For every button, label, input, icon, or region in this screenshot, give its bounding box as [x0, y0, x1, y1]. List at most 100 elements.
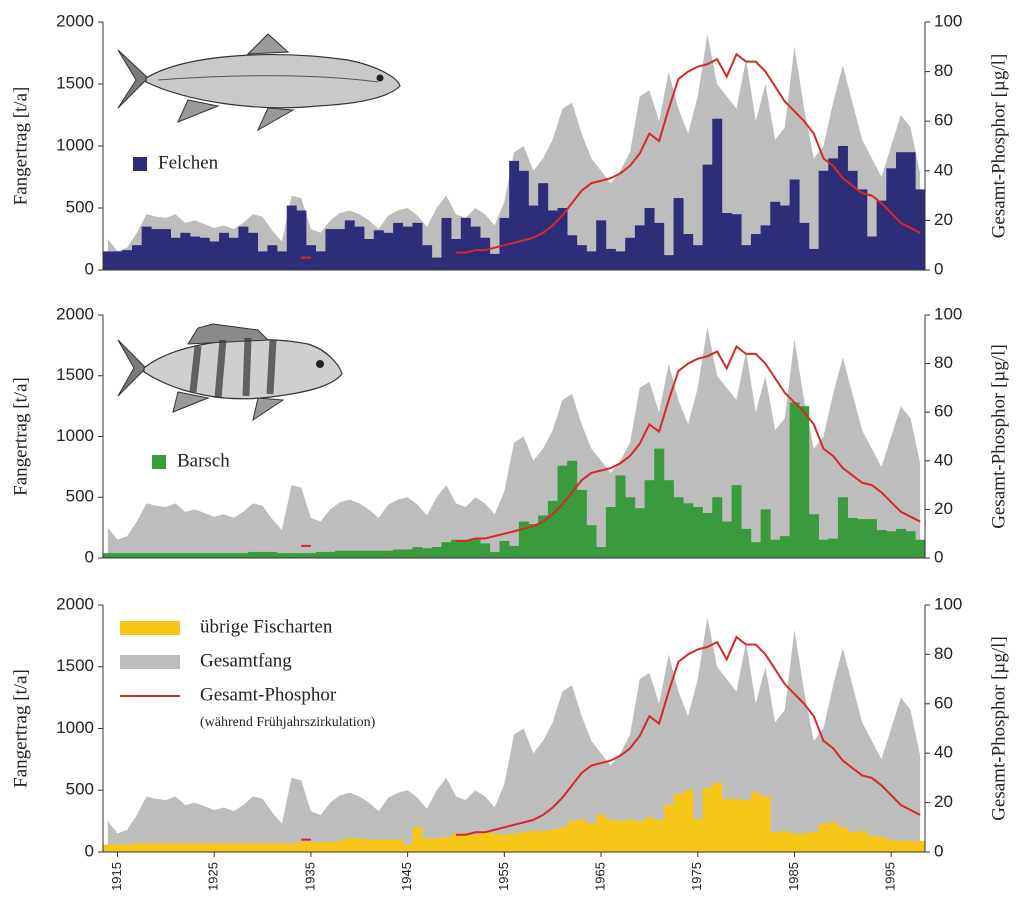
catch-bar [364, 840, 374, 852]
catch-bar [383, 840, 393, 852]
catch-bar [470, 835, 480, 852]
catch-bar [548, 210, 558, 270]
y-tick-label: 500 [66, 197, 94, 216]
catch-bar [722, 799, 732, 852]
catch-bar [857, 831, 867, 852]
catch-bar [432, 838, 442, 852]
catch-bar [896, 841, 906, 852]
catch-bar [316, 251, 326, 270]
y2-tick-label: 80 [934, 61, 953, 80]
catch-bar [625, 497, 635, 558]
catch-bar [683, 234, 693, 270]
y-tick-label: 500 [66, 487, 94, 506]
x-tick-label: 1945 [399, 862, 414, 891]
catch-bar [616, 475, 626, 558]
legend-label: Felchen [158, 152, 219, 173]
panel: 0500100015002000020406080100191519251935… [10, 594, 1009, 890]
catch-bar [238, 843, 248, 852]
y-tick-label: 1000 [56, 718, 94, 737]
legend-swatch [133, 157, 147, 171]
catch-bar [258, 552, 268, 558]
catch-bar [567, 235, 577, 270]
y-tick-label: 1500 [56, 365, 94, 384]
catch-bar [161, 229, 171, 270]
catch-bar [741, 529, 751, 558]
chart: 0500100015002000020406080100Fangertrag [… [0, 0, 1019, 906]
catch-bar [335, 229, 345, 270]
y-tick-label: 1500 [56, 73, 94, 92]
catch-bar [287, 206, 297, 270]
catch-bar [761, 509, 771, 558]
fish-illustration [118, 324, 342, 420]
catch-bar [828, 539, 838, 558]
catch-bar [219, 843, 229, 852]
y2-tick-label: 20 [934, 499, 953, 518]
catch-bar [509, 833, 519, 852]
catch-bar [674, 794, 684, 852]
catch-bar [587, 251, 597, 270]
y2-tick-label: 80 [934, 644, 953, 663]
y2-tick-label: 60 [934, 111, 953, 130]
catch-bar [422, 245, 432, 270]
catch-bar [180, 553, 190, 558]
y2-tick-label: 40 [934, 450, 953, 469]
catch-bar [848, 518, 858, 558]
catch-bar [761, 225, 771, 270]
catch-bar [703, 165, 713, 270]
catch-bar [809, 249, 819, 270]
catch-bar [161, 843, 171, 852]
catch-bar [403, 845, 413, 852]
legend-label: Gesamt-Phosphor [200, 684, 337, 705]
catch-bar [277, 553, 287, 558]
catch-bar [529, 524, 539, 558]
catch-bar [461, 218, 471, 270]
y-tick-label: 500 [66, 780, 94, 799]
catch-bar [558, 466, 568, 558]
catch-bar [238, 227, 248, 270]
catch-bar [132, 843, 142, 852]
catch-bar [693, 245, 703, 270]
catch-bar [258, 843, 268, 852]
catch-bar [654, 820, 664, 852]
legend-swatch [152, 455, 166, 469]
catch-bar [770, 832, 780, 852]
catch-bar [548, 830, 558, 852]
catch-bar [229, 843, 239, 852]
catch-bar [867, 519, 877, 558]
catch-bar [819, 540, 829, 558]
catch-bar [142, 553, 152, 558]
catch-bar [393, 840, 403, 852]
panel: 0500100015002000020406080100Fangertrag [… [10, 304, 1009, 566]
fish-illustration [118, 34, 400, 130]
catch-bar [567, 821, 577, 852]
catch-bar [103, 553, 113, 558]
catch-bar [857, 519, 867, 558]
catch-bar [151, 843, 161, 852]
catch-bar [896, 152, 906, 270]
catch-bar [587, 824, 597, 852]
catch-bar [422, 838, 432, 852]
catch-bar [606, 507, 616, 558]
y2-tick-label: 60 [934, 402, 953, 421]
catch-bar [229, 238, 239, 270]
y-tick-label: 0 [85, 259, 94, 278]
x-tick-label: 1925 [206, 862, 221, 891]
catch-bar [606, 820, 616, 852]
catch-bar [509, 546, 519, 558]
catch-bar [103, 845, 113, 852]
catch-bar [906, 841, 916, 852]
catch-bar [635, 225, 645, 270]
catch-bar [577, 245, 587, 270]
catch-bar [645, 480, 655, 558]
catch-bar [122, 250, 132, 270]
catch-bar [306, 553, 316, 558]
catch-bar [113, 845, 123, 852]
catch-bar [654, 223, 664, 270]
catch-bar [209, 553, 219, 558]
catch-bar [896, 529, 906, 558]
catch-bar [412, 223, 422, 270]
catch-bar [751, 542, 761, 558]
catch-bar [732, 214, 742, 270]
catch-bar [616, 821, 626, 852]
